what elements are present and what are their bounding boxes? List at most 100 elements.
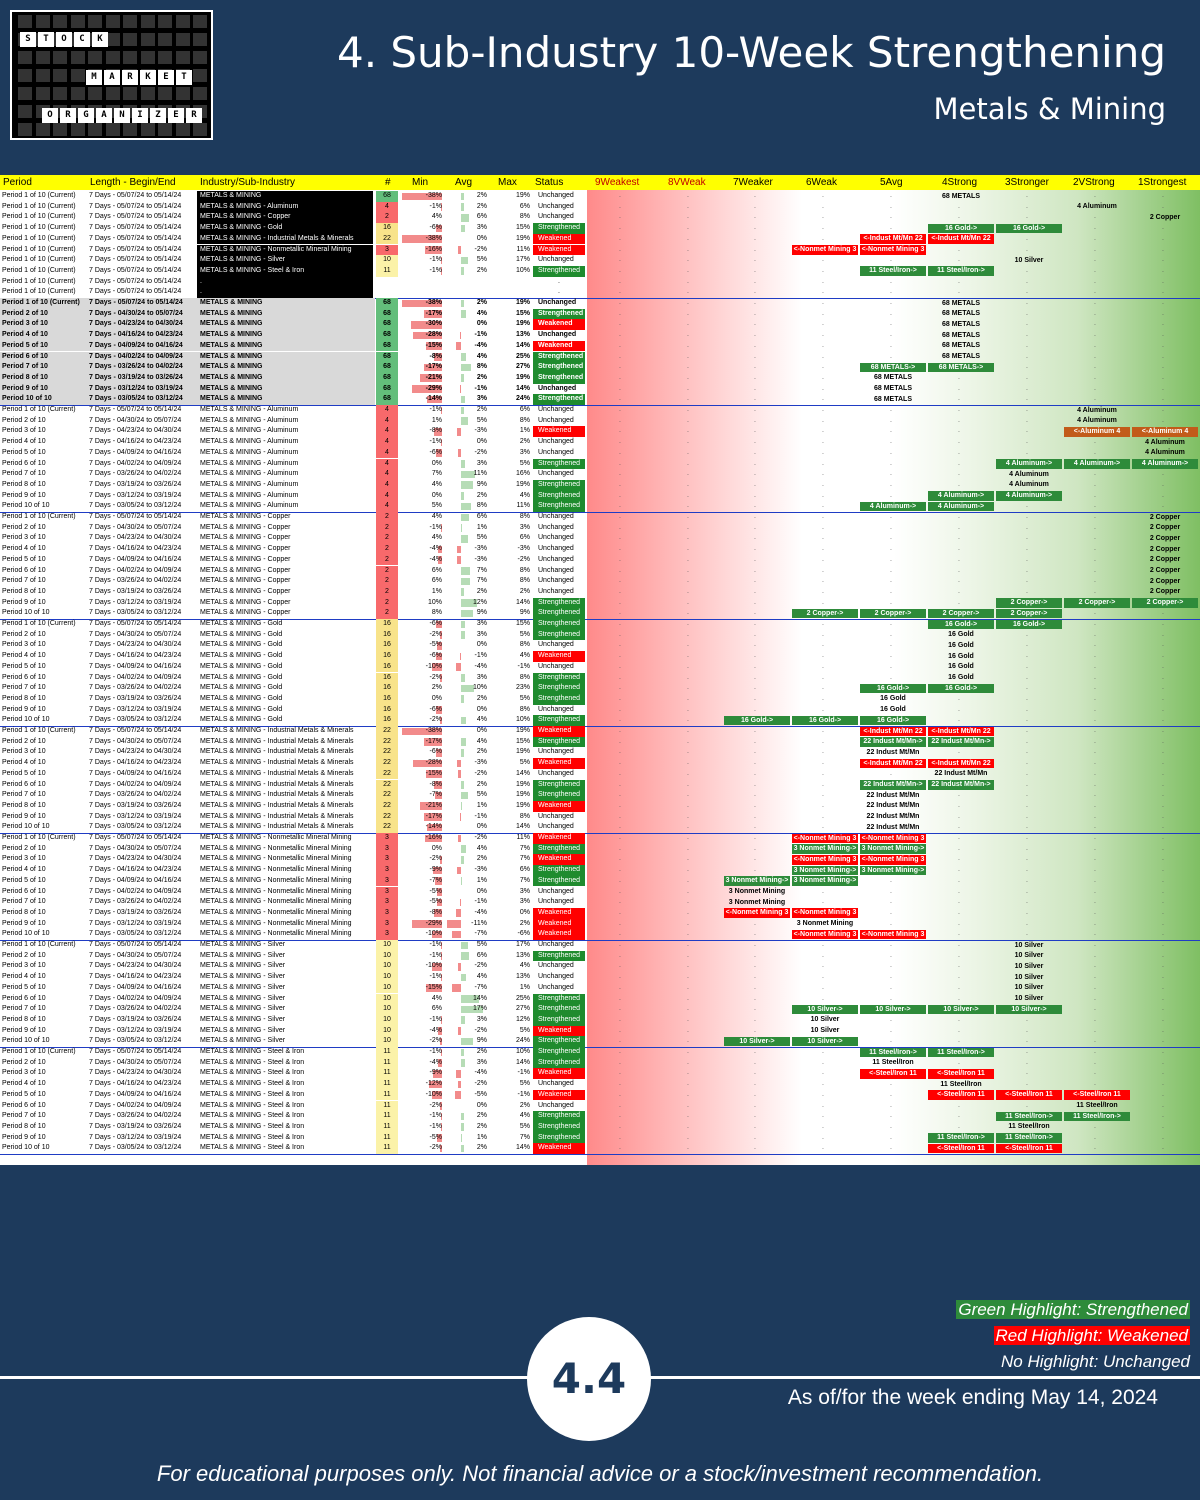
min-cell: -8%: [429, 427, 442, 435]
empty-cell: .: [687, 224, 689, 232]
empty-cell: .: [1094, 234, 1096, 242]
empty-cell: .: [1026, 791, 1028, 799]
min-bar: [424, 363, 442, 372]
avg-bar: [461, 599, 477, 607]
strength-label: <-Nonmet Mining 3: [792, 833, 858, 844]
avg-bar: [461, 802, 463, 811]
count-cell: 2: [376, 512, 398, 523]
length-cell: 7 Days - 04/09/24 to 04/16/24: [89, 448, 182, 456]
empty-cell: .: [822, 502, 824, 510]
avg-cell: -3%: [474, 545, 487, 553]
period-cell: Period 2 of 10: [2, 630, 46, 638]
industry-cell: METALS & MINING - Silver: [200, 973, 286, 981]
empty-cell: .: [1026, 363, 1028, 371]
avg-bar: [461, 588, 464, 597]
status-cell: Strengthened: [533, 1111, 585, 1122]
min-bar: [402, 235, 442, 243]
avg-cell: 0%: [476, 641, 487, 649]
empty-cell: .: [754, 1015, 756, 1023]
table-row: Period 2 of 10 7 Days - 04/30/24 to 05/07…: [0, 736, 1200, 748]
avg-cell: 3%: [476, 1058, 487, 1066]
logo-tile: [18, 69, 32, 82]
empty-cell: .: [890, 1015, 892, 1023]
min-cell: -6%: [429, 448, 442, 456]
period-cell: Period 6 of 10: [2, 887, 46, 895]
empty-cell: .: [958, 202, 960, 210]
empty-cell: .: [754, 620, 756, 627]
empty-cell: .: [1162, 919, 1164, 927]
period-cell: Period 7 of 10: [2, 898, 46, 906]
avg-cell: 1%: [476, 801, 487, 809]
empty-cell: .: [822, 994, 824, 1002]
empty-cell: .: [958, 373, 960, 381]
empty-cell: .: [1026, 245, 1028, 253]
status-cell: Strengthened: [533, 715, 585, 726]
status-cell: Unchanged: [538, 438, 574, 446]
count-cell: 10: [376, 255, 398, 266]
avg-cell: 2%: [476, 1122, 487, 1130]
period-cell: Period 9 of 10: [2, 491, 46, 499]
logo-tile: [158, 33, 172, 46]
min-cell: -6%: [429, 652, 442, 660]
industry-cell: METALS & MINING: [200, 373, 263, 381]
current-block: [197, 287, 373, 298]
logo-tile: [35, 15, 50, 28]
strength-label: 68 METALS->: [928, 362, 994, 373]
empty-cell: .: [958, 876, 960, 884]
min-bar: [440, 1016, 442, 1025]
length-cell: 7 Days - 03/05/24 to 03/12/24: [89, 930, 182, 938]
column-header: Min: [412, 177, 429, 188]
empty-cell: .: [1094, 662, 1096, 670]
table-row: Period 3 of 10 7 Days - 04/23/24 to 04/30…: [0, 640, 1200, 652]
empty-cell: .: [1162, 1015, 1164, 1023]
industry-block: [0, 319, 375, 331]
empty-cell: .: [1026, 652, 1028, 660]
empty-cell: .: [619, 1080, 621, 1088]
industry-cell: METALS & MINING - Industrial Metals & Mi…: [200, 759, 354, 767]
min-cell: -10%: [425, 962, 442, 970]
length-cell: 7 Days - 04/09/24 to 04/16/24: [89, 555, 182, 563]
avg-bar: [461, 299, 464, 308]
empty-cell: .: [890, 887, 892, 895]
avg-cell: -3%: [474, 866, 487, 874]
empty-cell: .: [1162, 609, 1164, 617]
max-cell: 14%: [515, 1058, 530, 1066]
avg-bar: [455, 909, 461, 918]
status-cell: Unchanged: [538, 470, 574, 478]
strength-label: 11 Steel/Iron->: [928, 266, 994, 277]
max-cell: 4%: [519, 491, 530, 499]
length-cell: 7 Days - 03/05/24 to 03/12/24: [89, 395, 183, 403]
max-cell: 5%: [519, 1080, 530, 1088]
empty-cell: .: [687, 684, 689, 692]
min-bar: [427, 823, 442, 832]
min-bar: [440, 438, 442, 447]
strength-label: 11 Steel/Iron->: [1064, 1111, 1130, 1122]
empty-cell: .: [822, 1048, 824, 1055]
length-cell: 7 Days - 05/07/24 to 05/14/24: [89, 288, 182, 296]
empty-cell: .: [958, 930, 960, 938]
empty-cell: .: [958, 545, 960, 553]
avg-bar: [461, 1037, 473, 1046]
strength-label: 4 Aluminum: [1009, 470, 1049, 478]
min-cell: -28%: [425, 759, 442, 767]
strength-label: 68 METALS->: [860, 362, 926, 373]
strength-label: 22 Indust Mt/Mn: [866, 823, 920, 831]
industry-cell: METALS & MINING - Copper: [200, 609, 291, 617]
avg-bar: [461, 695, 464, 704]
empty-cell: .: [687, 416, 689, 424]
status-cell: Unchanged: [538, 887, 574, 895]
period-cell: Period 1 of 10 (Current): [2, 202, 76, 210]
empty-cell: .: [890, 352, 892, 360]
empty-cell: .: [890, 898, 892, 906]
empty-cell: .: [619, 1101, 621, 1109]
length-cell: 7 Days - 03/26/24 to 04/02/24: [89, 791, 182, 799]
length-cell: 7 Days - 03/05/24 to 03/12/24: [89, 716, 182, 724]
status-cell: Strengthened: [533, 597, 585, 609]
status-cell: Weakened: [533, 340, 585, 352]
status-cell: Unchanged: [538, 587, 574, 595]
empty-cell: .: [958, 983, 960, 991]
max-cell: 27%: [515, 363, 530, 371]
strength-label: 11 Steel/Iron->: [860, 266, 926, 277]
period-cell: Period 3 of 10: [2, 748, 46, 756]
avg-bar: [461, 791, 468, 800]
